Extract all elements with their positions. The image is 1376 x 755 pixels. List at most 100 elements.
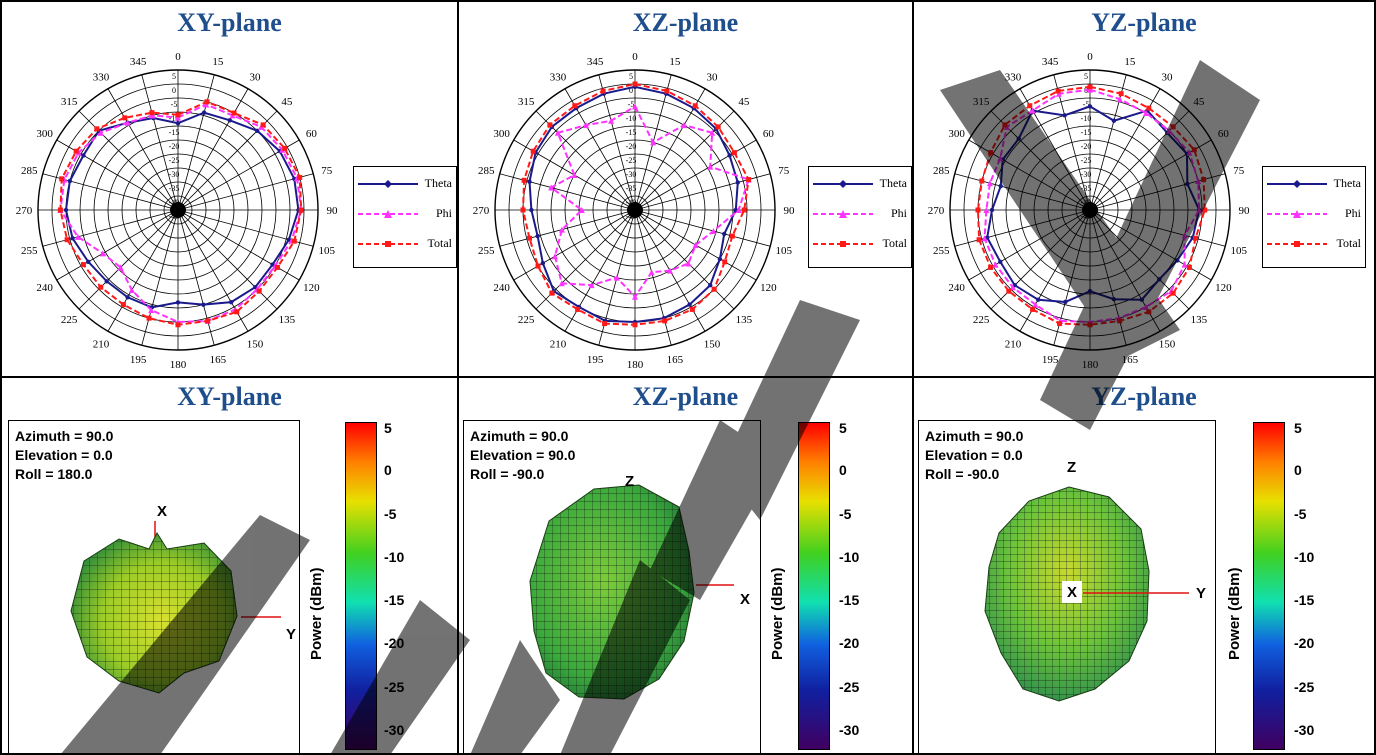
colorbar-tick: -20 bbox=[384, 635, 405, 651]
view-title-xz: XZ-plane bbox=[632, 382, 739, 411]
data-point-total bbox=[1146, 309, 1152, 315]
data-point-theta bbox=[1062, 113, 1067, 118]
radial-tick-label: -15 bbox=[1081, 128, 1092, 137]
grid-spoke bbox=[598, 74, 636, 211]
data-point-theta bbox=[529, 207, 534, 213]
colorbar-tick: 0 bbox=[384, 462, 392, 478]
data-point-phi bbox=[203, 101, 210, 108]
angle-tick-label: 0 bbox=[632, 51, 638, 63]
colorbar-tick: -5 bbox=[839, 506, 852, 522]
angle-tick-label: 150 bbox=[247, 338, 264, 350]
colorbar-yz bbox=[1253, 422, 1285, 750]
angle-tick-label: 315 bbox=[973, 96, 990, 108]
data-point-phi bbox=[1181, 261, 1188, 268]
angle-tick-label: 90 bbox=[327, 205, 339, 217]
data-point-total bbox=[297, 174, 303, 180]
data-point-phi bbox=[681, 122, 687, 129]
data-point-total bbox=[535, 263, 541, 269]
angle-tick-label: 15 bbox=[669, 56, 681, 68]
angle-tick-label: 270 bbox=[928, 205, 945, 217]
elevation-text: Elevation = 0.0 bbox=[925, 447, 1023, 463]
legend-label-theta: Theta bbox=[879, 176, 907, 190]
data-point-phi bbox=[632, 293, 638, 300]
grid-spoke bbox=[107, 209, 179, 332]
angle-tick-label: 0 bbox=[1087, 51, 1093, 63]
radial-tick-label: -15 bbox=[626, 128, 637, 137]
radial-tick-label: -20 bbox=[626, 142, 637, 151]
data-point-total bbox=[1186, 264, 1192, 270]
angle-tick-label: 330 bbox=[550, 72, 567, 84]
data-point-total bbox=[64, 237, 70, 243]
radial-tick-label: -40 bbox=[626, 198, 637, 207]
data-point-phi bbox=[149, 112, 156, 119]
colorbar-tick: -30 bbox=[384, 722, 405, 738]
azimuth-text: Azimuth = 90.0 bbox=[925, 428, 1024, 444]
grid-spoke bbox=[634, 209, 771, 247]
data-point-theta bbox=[229, 299, 234, 305]
data-point-total bbox=[80, 262, 86, 268]
radial-tick-label: -20 bbox=[169, 142, 180, 151]
colorbar-tick: -5 bbox=[1294, 506, 1307, 522]
data-point-phi bbox=[97, 129, 104, 136]
data-point-phi bbox=[710, 228, 717, 235]
data-point-total bbox=[1191, 147, 1197, 153]
colorbar-title-xy: Power (dBm) bbox=[308, 567, 325, 660]
data-point-total bbox=[1002, 122, 1008, 128]
grid-spoke bbox=[968, 209, 1091, 281]
data-point-phi bbox=[709, 129, 716, 136]
colorbar-tick: 5 bbox=[384, 420, 392, 436]
radial-tick-label: -35 bbox=[1081, 184, 1092, 193]
data-point-total bbox=[1030, 306, 1036, 312]
radial-tick-label: -25 bbox=[169, 156, 180, 165]
angle-tick-label: 0 bbox=[175, 51, 181, 63]
data-point-theta bbox=[717, 256, 723, 262]
data-point-total bbox=[120, 302, 126, 308]
angle-tick-label: 270 bbox=[473, 205, 490, 217]
angle-tick-label: 60 bbox=[763, 128, 775, 140]
angle-tick-label: 90 bbox=[1239, 205, 1251, 217]
data-point-total bbox=[549, 290, 555, 296]
data-point-theta bbox=[227, 118, 232, 123]
data-point-total bbox=[632, 322, 638, 328]
data-point-theta bbox=[1063, 299, 1068, 305]
angle-tick-label: 75 bbox=[321, 165, 333, 177]
angle-tick-label: 60 bbox=[1218, 128, 1230, 140]
elevation-text: Elevation = 0.0 bbox=[15, 447, 113, 463]
angle-tick-label: 210 bbox=[93, 338, 110, 350]
data-point-theta bbox=[998, 183, 1003, 189]
angle-tick-label: 120 bbox=[303, 282, 320, 294]
data-point-total bbox=[205, 318, 211, 324]
angle-tick-label: 75 bbox=[1233, 165, 1245, 177]
grid-spoke bbox=[177, 209, 215, 346]
data-point-total bbox=[234, 309, 240, 315]
data-point-total bbox=[1055, 88, 1061, 94]
data-point-phi bbox=[1181, 232, 1188, 239]
data-point-total bbox=[175, 112, 181, 118]
angle-tick-label: 300 bbox=[36, 128, 53, 140]
radial-tick-label: 5 bbox=[1084, 72, 1088, 81]
legend-label-phi: Phi bbox=[435, 206, 452, 220]
angle-tick-label: 345 bbox=[130, 56, 147, 68]
colorbar-tick: -15 bbox=[384, 592, 405, 608]
radial-tick-label: -10 bbox=[1081, 114, 1092, 123]
legend-item-phi: Phi bbox=[1263, 203, 1365, 227]
angle-tick-label: 300 bbox=[948, 128, 965, 140]
grid-spoke bbox=[499, 209, 636, 247]
radial-tick-label: -30 bbox=[169, 170, 180, 179]
data-point-phi bbox=[175, 114, 181, 121]
grid-spoke bbox=[177, 74, 215, 211]
data-point-total bbox=[1202, 207, 1208, 213]
legend-item-phi: Phi bbox=[809, 203, 911, 227]
view-title-yz: YZ-plane bbox=[1091, 382, 1197, 411]
data-point-theta bbox=[998, 259, 1003, 264]
grid-spoke bbox=[107, 88, 179, 211]
grid-spoke bbox=[177, 173, 314, 211]
colorbar-tick: -30 bbox=[839, 722, 860, 738]
legend-item-total: Total bbox=[1263, 233, 1365, 257]
polar-chart-xy: 0 15 30 45 60 75 90 105 120 135 150 165 180 195 210 225… bbox=[16, 51, 339, 371]
legend-label-theta: Theta bbox=[424, 176, 452, 190]
data-point-theta bbox=[1111, 118, 1117, 123]
pattern-3d-xy bbox=[70, 521, 281, 694]
data-point-phi bbox=[735, 207, 742, 213]
